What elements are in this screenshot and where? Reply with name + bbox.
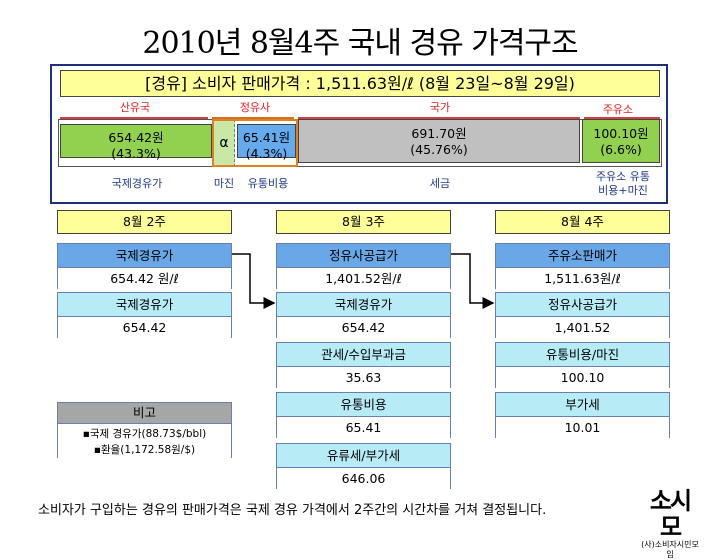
crude-bottom-label: 국제경유가	[111, 177, 163, 190]
tax-pct: (45.76%)	[410, 142, 468, 157]
card-label: 국제경유가	[58, 244, 231, 268]
card-label: 국제경유가	[58, 293, 231, 317]
margin-bottom-label: 마진	[213, 177, 235, 190]
card-value: 654.42 원/ℓ	[58, 268, 231, 290]
refiner-value: 65.41원	[242, 130, 291, 145]
station-bottom-label: 주유소 유통 비용+마진	[595, 170, 651, 197]
card-value: 35.63	[277, 367, 450, 389]
card-value: 646.06	[277, 468, 450, 490]
note-box: 비고 ▪국제 경유가(88.73$/bbl) ▪환율(1,172.58원/$)	[57, 402, 232, 458]
week-header-2: 8월 3주	[276, 210, 451, 234]
col1-card-retail: 국제경유가 654.42 원/ℓ	[57, 243, 232, 290]
label-producer: 산유국	[119, 101, 151, 114]
card-label: 관세/수입부과금	[277, 343, 450, 367]
card-label: 주유소판매가	[496, 244, 669, 268]
card-label: 부가세	[496, 393, 669, 417]
card-label: 정유사공급가	[277, 244, 450, 268]
note-line-usd: ▪국제 경유가(88.73$/bbl)	[82, 428, 207, 440]
label-refiner: 정유사	[239, 101, 271, 114]
card-value: 654.42	[58, 317, 231, 339]
arrow-week3-to-week4	[451, 253, 495, 309]
bar-segment-crude: 654.42원 (43.3%)	[60, 124, 212, 161]
card-label: 정유사공급가	[496, 293, 669, 317]
refiner-pct: (4.3%)	[245, 146, 288, 161]
price-header: [경유] 소비자 판매가격 : 1,511.63원/ℓ (8월 23일~8월 2…	[60, 70, 660, 97]
col3-card-margin: 유통비용/마진 100.10	[495, 342, 670, 389]
crude-value: 654.42원	[108, 130, 164, 145]
week-header-3: 8월 4주	[495, 210, 670, 234]
crude-pct: (43.3%)	[111, 146, 161, 161]
logo-subtitle: (사)소비자시민모임	[641, 540, 699, 559]
bar-segment-station: 100.10원 (6.6%)	[582, 119, 660, 163]
card-value: 654.42	[277, 317, 450, 339]
col2-card-tax: 유류세/부가세 646.06	[276, 443, 451, 490]
segment-brackets	[60, 117, 660, 119]
card-value: 10.01	[496, 417, 669, 439]
col2-card-distribution: 유통비용 65.41	[276, 392, 451, 439]
col3-card-retail: 주유소판매가 1,511.63원/ℓ	[495, 243, 670, 290]
tax-bottom-label: 세금	[429, 177, 451, 190]
logo-mark: 소시모	[649, 486, 692, 541]
col2-card-tariff: 관세/수입부과금 35.63	[276, 342, 451, 389]
refiner-outline	[212, 119, 298, 167]
page-title: 2010년 8월4주 국내 경유 가격구조	[142, 26, 578, 61]
label-station: 주유소	[602, 103, 634, 116]
col2-card-supply: 정유사공급가 1,401.52원/ℓ	[276, 243, 451, 290]
col2-card-intl: 국제경유가 654.42	[276, 292, 451, 339]
price-structure-frame	[50, 64, 668, 204]
alpha-symbol: α	[219, 135, 229, 151]
refiner-bottom-label: 유통비용	[247, 177, 289, 190]
note-heading: 비고	[58, 403, 231, 424]
station-value: 100.10원	[593, 126, 649, 141]
week-header-1: 8월 2주	[57, 210, 232, 234]
card-value: 100.10	[496, 367, 669, 389]
bar-segment-refiner: 65.41원 (4.3%)	[237, 124, 296, 161]
station-pct: (6.6%)	[600, 142, 642, 157]
card-label: 유류세/부가세	[277, 444, 450, 468]
card-label: 유통비용	[277, 393, 450, 417]
card-label: 유통비용/마진	[496, 343, 669, 367]
note-line-fx: ▪환율(1,172.58원/$)	[93, 444, 196, 456]
bar-segment-tax: 691.70원 (45.76%)	[298, 119, 580, 163]
note-body: ▪국제 경유가(88.73$/bbl) ▪환율(1,172.58원/$)	[58, 424, 231, 458]
logo: 소시모 (사)소비자시민모임	[640, 488, 700, 560]
card-value: 1,401.52	[496, 317, 669, 339]
col3-card-vat: 부가세 10.01	[495, 392, 670, 439]
card-label: 국제경유가	[277, 293, 450, 317]
footer-text: 소비자가 구입하는 경유의 판매가격은 국제 경유 가격에서 2주간의 시간차를…	[38, 503, 547, 518]
card-value: 1,401.52원/ℓ	[277, 268, 450, 290]
card-value: 65.41	[277, 417, 450, 439]
arrow-week2-to-week3	[232, 253, 276, 309]
col1-card-intl: 국제경유가 654.42	[57, 292, 232, 339]
col3-card-supply: 정유사공급가 1,401.52	[495, 292, 670, 339]
label-state: 국가	[429, 101, 451, 114]
card-value: 1,511.63원/ℓ	[496, 268, 669, 290]
tax-value: 691.70원	[411, 126, 467, 141]
